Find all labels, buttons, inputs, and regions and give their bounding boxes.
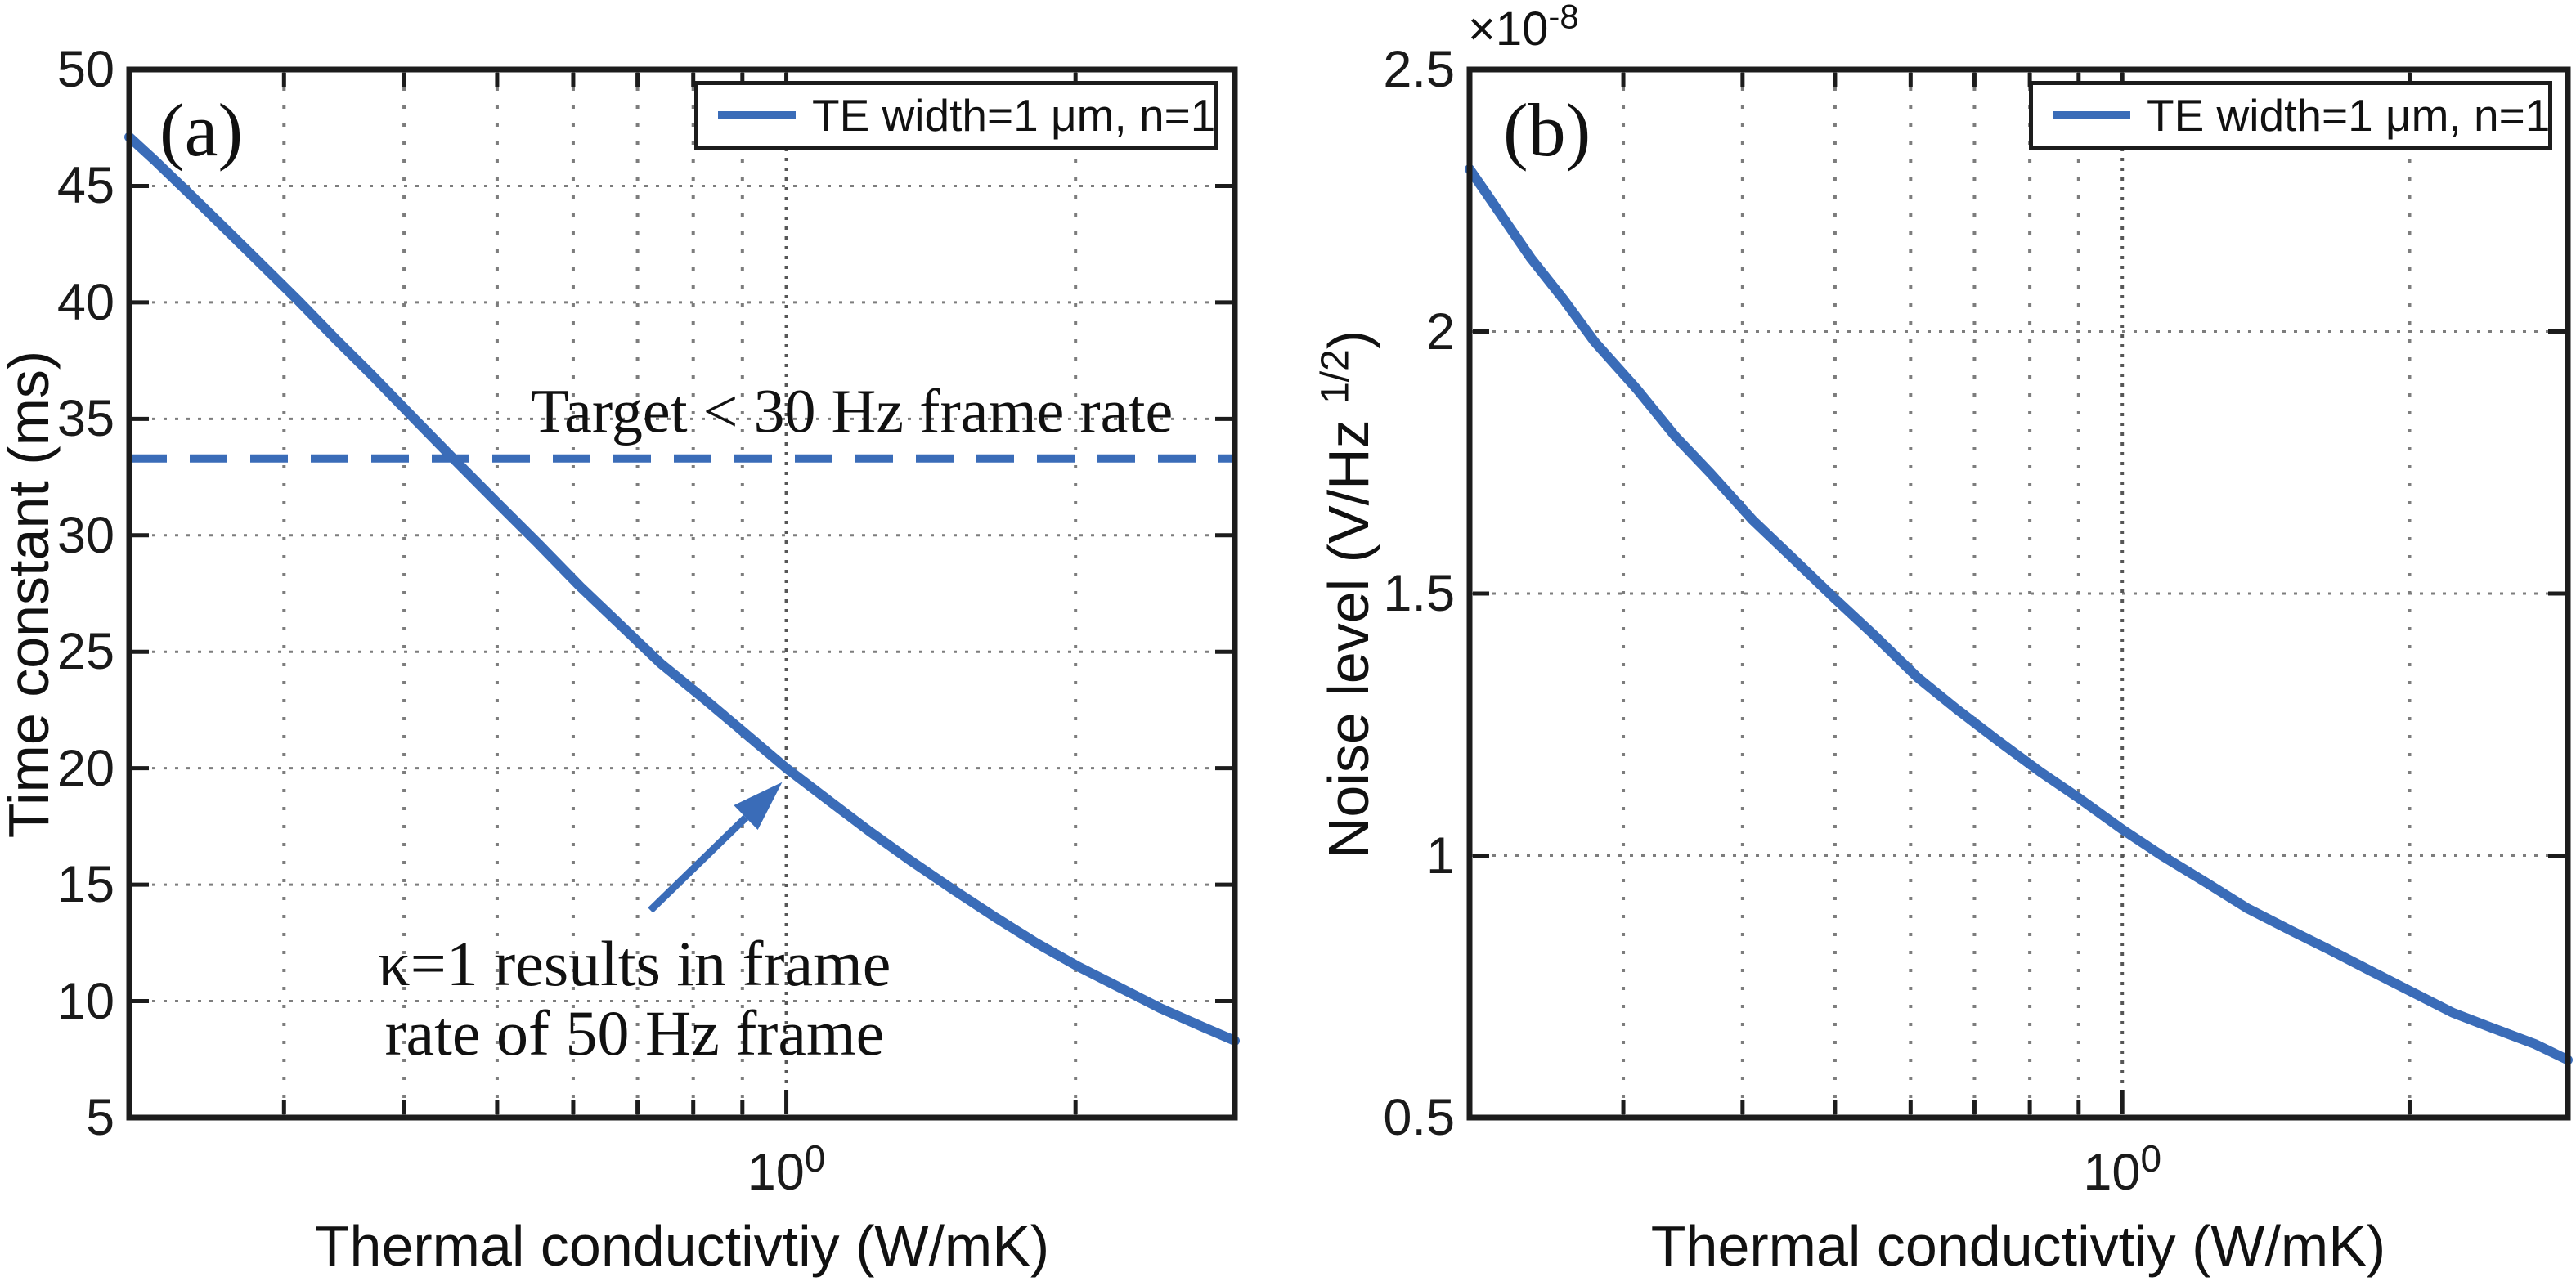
y-tick-label-b: 0.5 <box>1383 1089 1455 1146</box>
legend-line-sample-icon <box>718 111 796 119</box>
axes-box-b <box>1466 66 2571 1121</box>
data-curve-b <box>1465 164 2573 1065</box>
legend-box-b: TE width=1 μm, n=1 <box>2029 81 2552 150</box>
kappa-note-line-1: κ=1 results in frame <box>378 927 891 999</box>
y-tick-label-b: 2.5 <box>1383 41 1455 98</box>
y-axis-multiplier-exponent: -8 <box>1548 0 1579 36</box>
x-axis-label-b: Thermal conductivtiy (W/mK) <box>1650 1214 2386 1278</box>
target-framerate-annotation: Target < 30 Hz frame rate <box>531 377 1174 446</box>
y-tick-label-a: 30 <box>56 506 114 564</box>
annotation-arrow-shaft <box>648 814 749 913</box>
annotation-arrow-head-icon <box>734 782 783 831</box>
data-curve-a <box>124 132 1240 1046</box>
x-tick-exponent: 0 <box>2140 1137 2162 1180</box>
y-tick-label-b: 1 <box>1425 827 1455 885</box>
legend-box-a: TE width=1 μm, n=1 <box>694 81 1218 150</box>
kappa-note-line-2: rate of 50 Hz frame <box>384 997 885 1069</box>
y-axis-multiplier-b: ×10-8 <box>1468 0 1579 56</box>
axes-box-a <box>126 66 1238 1121</box>
x-axis-label-a: Thermal conductivtiy (W/mK) <box>314 1214 1050 1278</box>
x-tick-exponent: 0 <box>804 1137 826 1180</box>
panel-label-a: (a) <box>159 88 244 172</box>
y-tick-label-b: 2 <box>1425 302 1455 361</box>
legend-line-sample-icon <box>2053 111 2130 119</box>
y-tick-label-a: 5 <box>85 1089 114 1146</box>
y-tick-label-a: 10 <box>56 972 114 1030</box>
y-axis-multiplier-base: ×10 <box>1468 2 1549 56</box>
y-tick-label-a: 40 <box>56 273 114 331</box>
panel-label-b: (b) <box>1503 88 1591 172</box>
y-tick-label-a: 35 <box>56 390 114 448</box>
x-tick-label-a: 100 <box>705 1140 868 1205</box>
x-tick-label-b: 100 <box>2040 1140 2204 1205</box>
y-axis-label-b-prefix: Noise level (V/Hz <box>1317 403 1380 859</box>
legend-label-a: TE width=1 μm, n=1 <box>812 90 1216 141</box>
y-tick-label-a: 50 <box>56 41 114 98</box>
y-tick-label-a: 45 <box>56 157 114 215</box>
legend-label-b: TE width=1 μm, n=1 <box>2147 90 2551 141</box>
y-tick-label-a: 25 <box>56 623 114 681</box>
y-tick-label-a: 20 <box>56 739 114 797</box>
y-tick-label-b: 1.5 <box>1383 565 1455 622</box>
x-tick-base: 10 <box>2083 1144 2141 1201</box>
x-tick-base: 10 <box>747 1144 805 1201</box>
y-tick-label-a: 15 <box>56 856 114 914</box>
